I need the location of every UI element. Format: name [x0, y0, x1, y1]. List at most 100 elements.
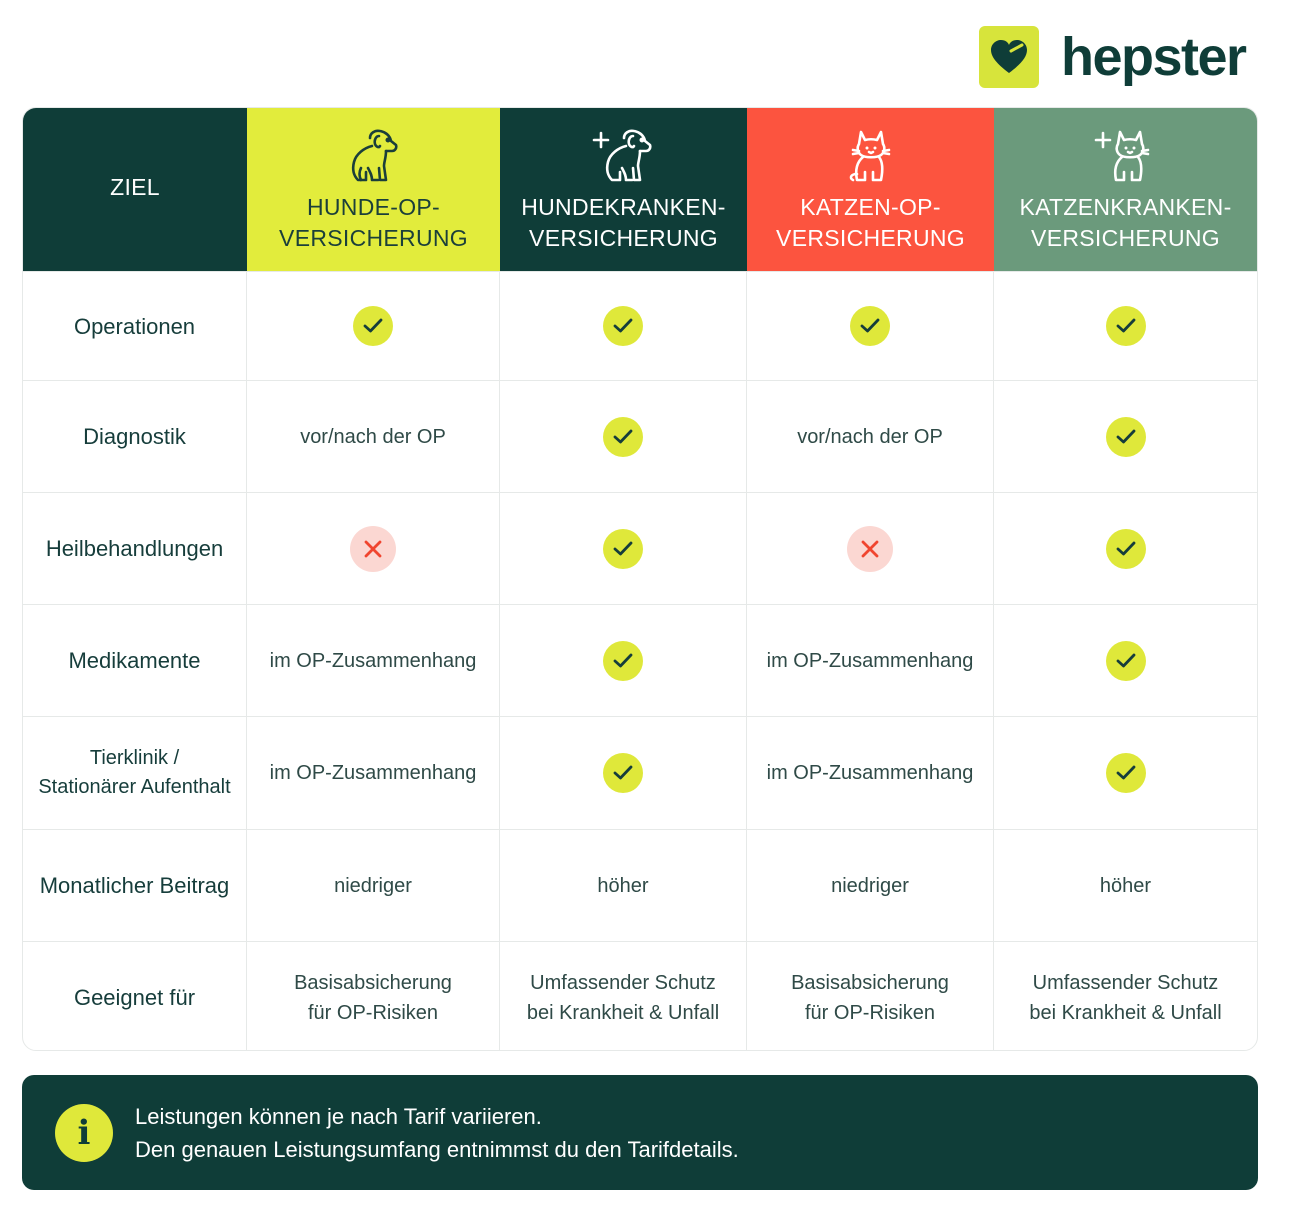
table-cell: [994, 381, 1257, 492]
header-cat-op-line1: KATZEN-OP-: [800, 193, 941, 220]
table-cell: vor/nach der OP: [747, 381, 994, 492]
check-icon: [353, 306, 393, 346]
cell-text-line1: Umfassender Schutz: [530, 971, 716, 994]
cell-text-line1: Umfassender Schutz: [1032, 971, 1219, 994]
table-row: Geeignet für Basisabsicherung für OP-Ris…: [23, 941, 1257, 1050]
header-goal-label: ZIEL: [110, 174, 160, 200]
table-cell: höher: [500, 830, 747, 941]
check-icon: [850, 306, 890, 346]
info-text: Leistungen können je nach Tarif variiere…: [135, 1100, 739, 1166]
row-label: Diagnostik: [23, 381, 247, 492]
row-label-text: Heilbehandlungen: [45, 536, 224, 561]
header-goal: ZIEL: [23, 108, 247, 271]
header-dog-health: HUNDEKRANKEN- VERSICHERUNG: [500, 108, 747, 271]
cell-text-line1: Basisabsicherung: [791, 971, 949, 994]
cell-text: im OP-Zusammenhang: [766, 649, 974, 672]
table-cell: niedriger: [747, 830, 994, 941]
check-icon: [1105, 306, 1146, 346]
table-cell: vor/nach der OP: [247, 381, 500, 492]
table-row: Tierklinik / Stationärer Aufenthalt im O…: [23, 716, 1257, 829]
table-cell: [500, 493, 747, 604]
table-row: Heilbehandlungen: [23, 492, 1257, 604]
row-label-line1: Tierklinik /: [89, 747, 180, 769]
check-icon: [603, 528, 643, 569]
cross-icon: [847, 525, 893, 572]
header-dog-health-line2: VERSICHERUNG: [529, 224, 718, 251]
table-cell: Basisabsicherung für OP-Risiken: [247, 942, 500, 1050]
cell-text-line2: für OP-Risiken: [804, 1001, 936, 1024]
table-cell: Umfassender Schutz bei Krankheit & Unfal…: [500, 942, 747, 1050]
header-dog-op-line2: VERSICHERUNG: [279, 224, 468, 251]
header-cat-health: KATZENKRANKEN- VERSICHERUNG: [994, 108, 1257, 271]
cell-text: vor/nach der OP: [797, 425, 943, 448]
header-cat-health-line2: VERSICHERUNG: [1031, 224, 1220, 251]
table-cell: im OP-Zusammenhang: [747, 717, 994, 829]
hepster-logo: hepster: [979, 26, 1247, 88]
table-cell: Umfassender Schutz bei Krankheit & Unfal…: [994, 942, 1257, 1050]
row-label-text: Medikamente: [68, 648, 201, 673]
cell-text: im OP-Zusammenhang: [269, 762, 477, 784]
row-label: Medikamente: [23, 605, 247, 716]
table-cell: [994, 493, 1257, 604]
row-label-line2: Stationärer Aufenthalt: [38, 776, 231, 798]
table-cell: niedriger: [247, 830, 500, 941]
check-icon: [1105, 528, 1146, 569]
check-icon: [1105, 753, 1146, 793]
header-dog-op-line1: HUNDE-OP-: [306, 193, 441, 220]
cell-text-line2: für OP-Risiken: [307, 1001, 439, 1024]
cell-text: im OP-Zusammenhang: [766, 762, 974, 784]
table-cell: [994, 605, 1257, 716]
heart-icon: [979, 26, 1039, 88]
cell-text: niedriger: [831, 874, 909, 897]
table-cell: [994, 717, 1257, 829]
check-icon: [1105, 640, 1146, 681]
dog-icon: [346, 126, 402, 184]
row-label: Operationen: [23, 272, 247, 380]
cross-icon: [350, 525, 396, 572]
row-label-text: Geeignet für: [73, 985, 196, 1010]
info-line1: Leistungen können je nach Tarif variiere…: [135, 1103, 542, 1129]
check-icon: [603, 416, 643, 457]
cell-text: niedriger: [334, 874, 412, 897]
header-cat-op: KATZEN-OP- VERSICHERUNG: [747, 108, 994, 271]
cell-text: im OP-Zusammenhang: [269, 649, 477, 672]
cell-text-line2: bei Krankheit & Unfall: [526, 1001, 720, 1024]
check-icon: [603, 640, 643, 681]
info-banner: i Leistungen können je nach Tarif variie…: [22, 1075, 1258, 1190]
cell-text-line2: bei Krankheit & Unfall: [1029, 1001, 1222, 1024]
cell-text: höher: [597, 874, 649, 897]
check-icon: [1105, 416, 1146, 457]
info-icon: i: [55, 1103, 113, 1162]
check-icon: [603, 306, 643, 346]
cat-icon: [843, 126, 899, 184]
table-cell: [994, 272, 1257, 380]
table-row: Monatlicher Beitrag niedriger höher nied…: [23, 829, 1257, 941]
row-label: Monatlicher Beitrag: [23, 830, 247, 941]
table-cell: Basisabsicherung für OP-Risiken: [747, 942, 994, 1050]
table-cell: [500, 717, 747, 829]
row-label: Geeignet für: [23, 942, 247, 1050]
table-row: Medikamente im OP-Zusammenhang im OP-Zus…: [23, 604, 1257, 716]
row-label-text: Monatlicher Beitrag: [39, 873, 230, 898]
table-cell: [747, 272, 994, 380]
header-dog-health-line1: HUNDEKRANKEN-: [521, 193, 726, 220]
table-cell: [500, 272, 747, 380]
table-header: ZIEL HUNDE-OP- VERSICHERUNG: [23, 108, 1257, 271]
table-cell: im OP-Zusammenhang: [247, 717, 500, 829]
table-cell: [747, 493, 994, 604]
table-cell: höher: [994, 830, 1257, 941]
table-cell: [247, 493, 500, 604]
row-label: Tierklinik / Stationärer Aufenthalt: [23, 717, 247, 829]
cell-text-line1: Basisabsicherung: [294, 971, 452, 994]
table-row: Diagnostik vor/nach der OP vor/nach der …: [23, 380, 1257, 492]
row-label-text: Operationen: [73, 313, 196, 339]
comparison-table: ZIEL HUNDE-OP- VERSICHERUNG: [22, 107, 1258, 1051]
brand-name: hepster: [1061, 27, 1247, 87]
info-line2: Den genauen Leistungsumfang entnimmst du…: [135, 1136, 739, 1162]
table-cell: im OP-Zusammenhang: [747, 605, 994, 716]
dog-plus-icon: [592, 126, 656, 184]
check-icon: [603, 753, 643, 793]
table-cell: [500, 381, 747, 492]
cell-text: höher: [1099, 874, 1152, 897]
